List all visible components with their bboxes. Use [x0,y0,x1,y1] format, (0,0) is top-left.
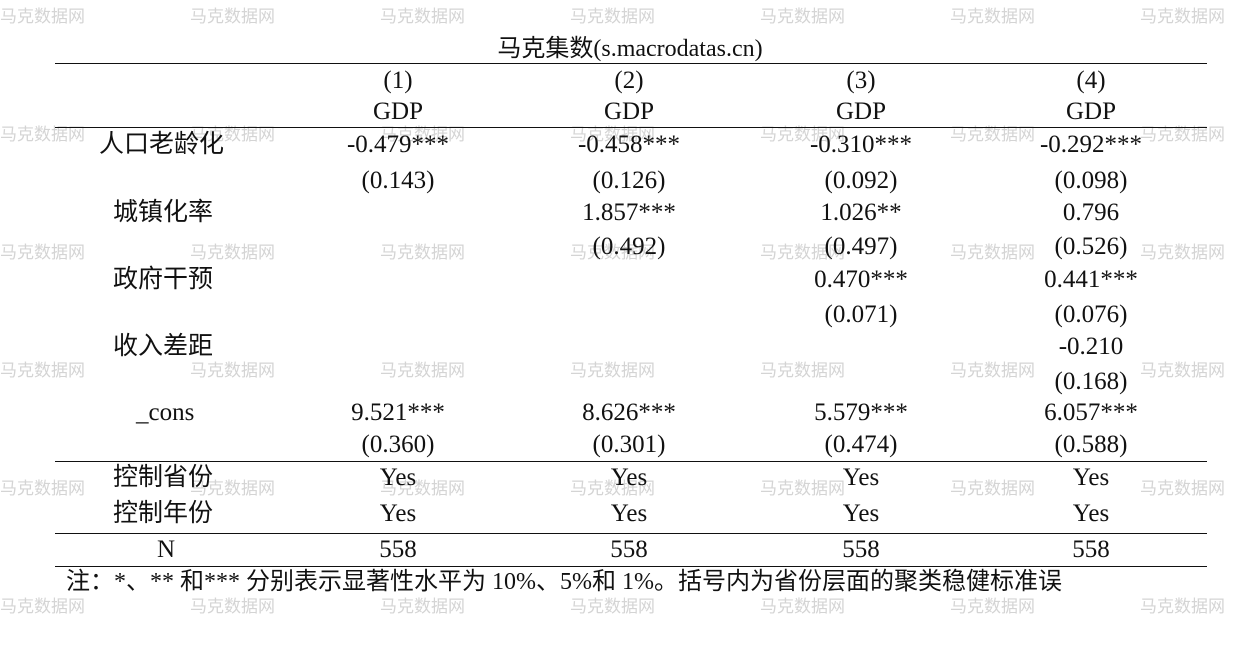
watermark-text: 马克数据网 [760,361,845,381]
coefficient-cell: 8.626*** [582,399,676,426]
watermark-text: 马克数据网 [0,479,85,499]
std-error-cell: (0.092) [824,167,898,194]
watermark-text: 马克数据网 [570,361,655,381]
dependent-variable: GDP [835,98,886,125]
control-value: Yes [1072,464,1110,491]
observations-value: 558 [842,536,880,563]
std-error-cell: (0.360) [361,431,435,458]
observations-value: 558 [1072,536,1110,563]
watermark-text: 马克数据网 [380,7,465,27]
watermark-text: 马克数据网 [760,7,845,27]
coefficient-cell: 9.521*** [351,399,445,426]
watermark-text: 马克数据网 [0,125,85,145]
observations-value: 558 [610,536,648,563]
watermark-text: 马克数据网 [570,7,655,27]
coefficient-cell: -0.479*** [346,131,450,158]
watermark-text: 马克数据网 [0,361,85,381]
std-error-cell: (0.497) [824,233,898,260]
control-value: Yes [379,464,417,491]
dependent-variable: GDP [372,98,423,125]
coefficient-cell: 0.470*** [814,266,908,293]
observations-value: 558 [379,536,417,563]
controls-rule [55,461,1207,462]
watermark-text: 马克数据网 [0,7,85,27]
table-note: 注：*、** 和*** 分别表示显著性水平为 10%、5%和 1%。括号内为省份… [66,569,1062,595]
watermark-text: 马克数据网 [950,7,1035,27]
dependent-variable: GDP [1065,98,1116,125]
coefficient-cell: 5.579*** [814,399,908,426]
table-title: 马克集数(s.macrodatas.cn) [497,36,763,62]
n-rule [55,533,1207,534]
coefficient-cell: 0.796 [1062,199,1120,226]
row-label: 控制年份 [113,500,214,527]
column-number: (1) [383,67,413,94]
control-value: Yes [379,500,417,527]
row-label: 控制省份 [113,464,214,491]
coefficient-cell: 1.026** [820,199,902,226]
std-error-cell: (0.474) [824,431,898,458]
column-number: (3) [846,67,876,94]
std-error-cell: (0.126) [592,167,666,194]
coefficient-cell: 1.857*** [582,199,676,226]
header-rule [55,127,1207,128]
control-value: Yes [610,464,648,491]
row-label: 人口老龄化 [99,131,225,158]
std-error-cell: (0.301) [592,431,666,458]
row-label: 政府干预 [113,266,214,293]
std-error-cell: (0.098) [1054,167,1128,194]
std-error-cell: (0.076) [1054,301,1128,328]
watermark-text: 马克数据网 [190,243,275,263]
watermark-text: 马克数据网 [380,361,465,381]
bottom-rule [55,566,1207,567]
column-number: (2) [614,67,644,94]
control-value: Yes [1072,500,1110,527]
std-error-cell: (0.526) [1054,233,1128,260]
top-rule [55,63,1207,64]
std-error-cell: (0.143) [361,167,435,194]
control-value: Yes [842,464,880,491]
control-value: Yes [610,500,648,527]
control-value: Yes [842,500,880,527]
column-number: (4) [1076,67,1106,94]
std-error-cell: (0.168) [1054,368,1128,395]
coefficient-cell: 0.441*** [1044,266,1138,293]
coefficient-cell: -0.292*** [1039,131,1143,158]
watermark-text: 马克数据网 [190,7,275,27]
row-label: 收入差距 [113,333,214,360]
coefficient-cell: 6.057*** [1044,399,1138,426]
watermark-text: 马克数据网 [380,243,465,263]
std-error-cell: (0.492) [592,233,666,260]
row-label: N [157,536,176,563]
coefficient-cell: -0.458*** [577,131,681,158]
row-label: _cons [136,399,195,426]
watermark-text: 马克数据网 [1140,7,1225,27]
watermark-text: 马克数据网 [0,243,85,263]
coefficient-cell: -0.210 [1058,333,1124,360]
dependent-variable: GDP [603,98,654,125]
std-error-cell: (0.071) [824,301,898,328]
std-error-cell: (0.588) [1054,431,1128,458]
row-label: 城镇化率 [113,199,214,226]
coefficient-cell: -0.310*** [809,131,913,158]
